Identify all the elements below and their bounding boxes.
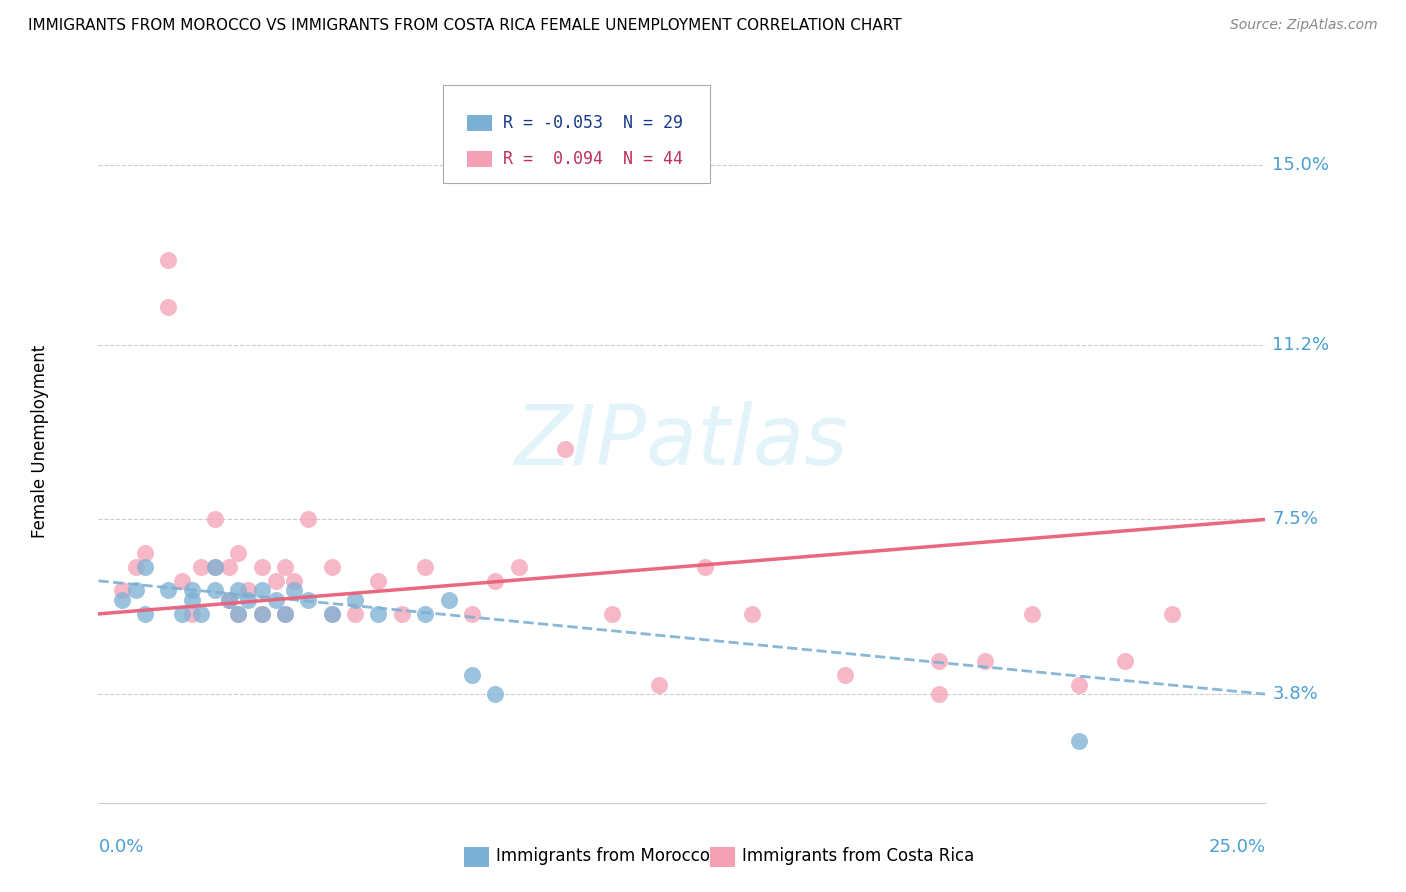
Point [190,607,212,621]
Point [741,607,763,621]
Point [554,442,576,456]
Text: R = -0.053  N = 29: R = -0.053 N = 29 [503,114,683,132]
Point [111,583,134,598]
Point [204,583,226,598]
Point [228,545,250,559]
Point [250,607,273,621]
Text: 11.2%: 11.2% [1272,335,1330,354]
Text: Female Unemployment: Female Unemployment [31,345,49,538]
Point [250,559,273,574]
Text: 7.5%: 7.5% [1272,510,1319,528]
Point [413,559,436,574]
Point [172,574,194,588]
Point [228,607,250,621]
Point [204,559,226,574]
Point [283,574,305,588]
Point [297,592,319,607]
Point [264,574,287,588]
Point [218,592,240,607]
Point [134,607,156,621]
Point [264,592,287,607]
Point [157,583,180,598]
Point [125,583,148,598]
Point [157,252,180,267]
Text: Source: ZipAtlas.com: Source: ZipAtlas.com [1230,18,1378,32]
Point [228,607,250,621]
Point [695,559,717,574]
Text: ZIPatlas: ZIPatlas [515,401,849,482]
Point [647,678,669,692]
Point [344,607,367,621]
Point [180,592,202,607]
Point [600,607,623,621]
Point [834,668,856,682]
Point [180,607,202,621]
Point [274,607,297,621]
Text: 25.0%: 25.0% [1208,838,1265,855]
Point [1067,734,1090,748]
Point [1114,654,1136,668]
Point [461,668,484,682]
Point [218,559,240,574]
Point [250,583,273,598]
Point [218,592,240,607]
Text: 3.8%: 3.8% [1272,685,1317,703]
Point [484,687,506,701]
Point [111,592,134,607]
Point [1021,607,1043,621]
Point [190,559,212,574]
Point [391,607,413,621]
Point [157,300,180,314]
Point [172,607,194,621]
Point [134,559,156,574]
Point [508,559,530,574]
Point [236,583,259,598]
Point [283,583,305,598]
Point [367,607,389,621]
Point [321,607,343,621]
Point [928,654,950,668]
Point [344,592,367,607]
Point [461,607,484,621]
Point [1161,607,1184,621]
Point [413,607,436,621]
Point [204,512,226,526]
Point [321,559,343,574]
Point [367,574,389,588]
Text: 0.0%: 0.0% [98,838,143,855]
Text: IMMIGRANTS FROM MOROCCO VS IMMIGRANTS FROM COSTA RICA FEMALE UNEMPLOYMENT CORREL: IMMIGRANTS FROM MOROCCO VS IMMIGRANTS FR… [28,18,901,33]
Point [228,583,250,598]
Text: 15.0%: 15.0% [1272,156,1329,174]
Point [274,607,297,621]
Point [274,559,297,574]
Point [928,687,950,701]
Point [204,559,226,574]
Text: Immigrants from Costa Rica: Immigrants from Costa Rica [742,847,974,865]
Point [484,574,506,588]
Point [180,583,202,598]
Point [974,654,997,668]
Text: R =  0.094  N = 44: R = 0.094 N = 44 [503,150,683,168]
Point [125,559,148,574]
Point [297,512,319,526]
Point [321,607,343,621]
Point [134,545,156,559]
Point [236,592,259,607]
Point [437,592,460,607]
Point [250,607,273,621]
Text: Immigrants from Morocco: Immigrants from Morocco [496,847,710,865]
Point [1067,678,1090,692]
